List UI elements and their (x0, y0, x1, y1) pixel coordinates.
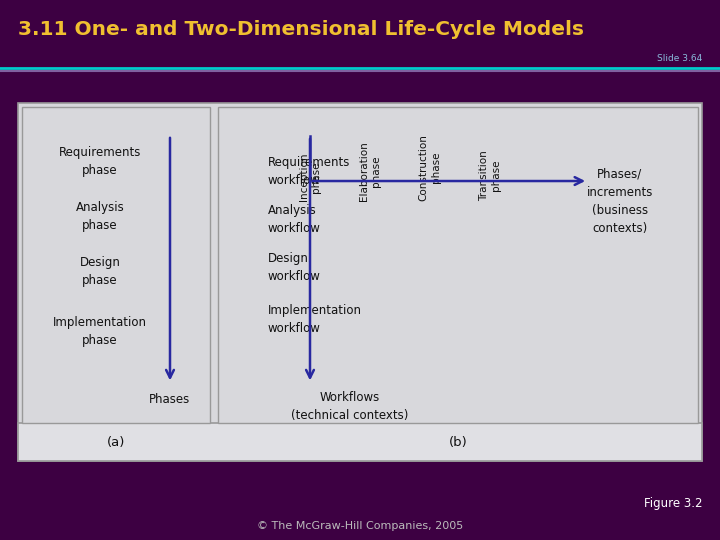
Text: © The McGraw-Hill Companies, 2005: © The McGraw-Hill Companies, 2005 (257, 522, 463, 531)
Bar (18, 103, 702, 461)
Text: Design
phase: Design phase (80, 255, 120, 287)
Text: Workflows
(technical contexts): Workflows (technical contexts) (292, 391, 409, 422)
Text: (a): (a) (107, 436, 125, 449)
Text: Requirements
workflow: Requirements workflow (268, 156, 351, 186)
Text: Design
workflow: Design workflow (268, 252, 321, 282)
Text: Implementation
phase: Implementation phase (53, 316, 147, 347)
Text: Phases/
increments
(business
contexts): Phases/ increments (business contexts) (587, 167, 653, 234)
Text: Analysis
workflow: Analysis workflow (268, 204, 321, 234)
Text: Elaboration
phase: Elaboration phase (359, 141, 381, 201)
Text: 3.11 One- and Two-Dimensional Life-Cycle Models: 3.11 One- and Two-Dimensional Life-Cycle… (18, 19, 584, 39)
Bar (22, 107, 210, 423)
Text: Implementation
workflow: Implementation workflow (268, 303, 362, 335)
Bar (218, 107, 698, 423)
Text: (b): (b) (449, 436, 467, 449)
Text: Slide 3.64: Slide 3.64 (657, 54, 702, 63)
Text: Analysis
phase: Analysis phase (76, 200, 125, 232)
Text: Transition
phase: Transition phase (479, 150, 501, 201)
Text: Figure 3.2: Figure 3.2 (644, 497, 702, 510)
Text: Phases: Phases (149, 393, 191, 406)
Bar (18, 423, 702, 461)
Text: Inception
phase: Inception phase (299, 153, 321, 201)
Text: Construction
phase: Construction phase (419, 134, 441, 201)
Text: Requirements
phase: Requirements phase (59, 145, 141, 177)
